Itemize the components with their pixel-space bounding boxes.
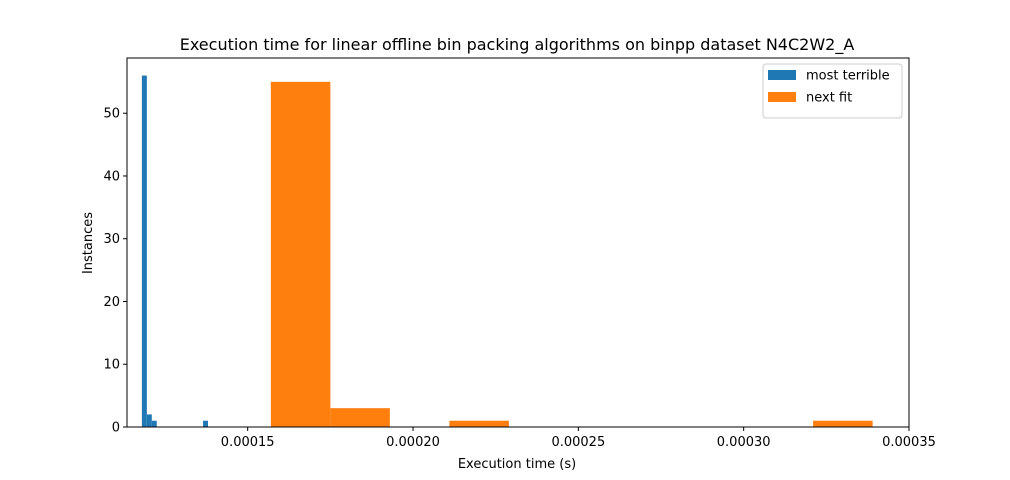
- y-tick-label: 50: [103, 107, 120, 122]
- y-tick-label: 20: [103, 295, 120, 310]
- y-tick-label: 0: [112, 421, 120, 436]
- y-tick-label: 10: [103, 358, 120, 373]
- histogram-bar-series-1-bin-0: [270, 81, 331, 427]
- legend: most terrible next fit: [762, 63, 903, 119]
- x-tick-label: 0.00035: [882, 435, 936, 450]
- y-axis-label: Instances: [81, 212, 96, 274]
- histogram-bar-series-1-bin-1: [330, 408, 390, 427]
- x-tick-label: 0.00025: [551, 435, 605, 450]
- plot-frame: [126, 57, 910, 428]
- x-axis-label: Execution time (s): [458, 457, 576, 472]
- x-tick-label: 0.00020: [386, 435, 440, 450]
- y-tick-label: 30: [103, 232, 120, 247]
- legend-label: next fit: [806, 91, 852, 106]
- histogram-bar-series-0-bin-3: [203, 420, 209, 427]
- bars-layer: [141, 75, 873, 427]
- axes-layer: 0.00015 0.00020 0.00025 0.00030 0.00035 0 10 20…: [103, 57, 936, 450]
- x-tick-label: 0.00030: [717, 435, 771, 450]
- histogram-bar-series-1-bin-9: [813, 420, 873, 427]
- histogram-bar-series-0-bin-1: [146, 414, 152, 427]
- x-tick-label: 0.00015: [221, 435, 275, 450]
- histogram-bar-series-1-bin-3: [449, 420, 509, 427]
- histogram-bar-series-0-bin-0: [141, 75, 147, 427]
- legend-swatch: [768, 70, 796, 80]
- legend-swatch: [768, 92, 796, 102]
- chart-title: Execution time for linear offline bin pa…: [180, 35, 855, 55]
- histogram-bar-series-0-bin-2: [151, 420, 157, 427]
- y-tick-label: 40: [103, 169, 120, 184]
- legend-label: most terrible: [806, 69, 890, 84]
- legend-box: [762, 63, 903, 119]
